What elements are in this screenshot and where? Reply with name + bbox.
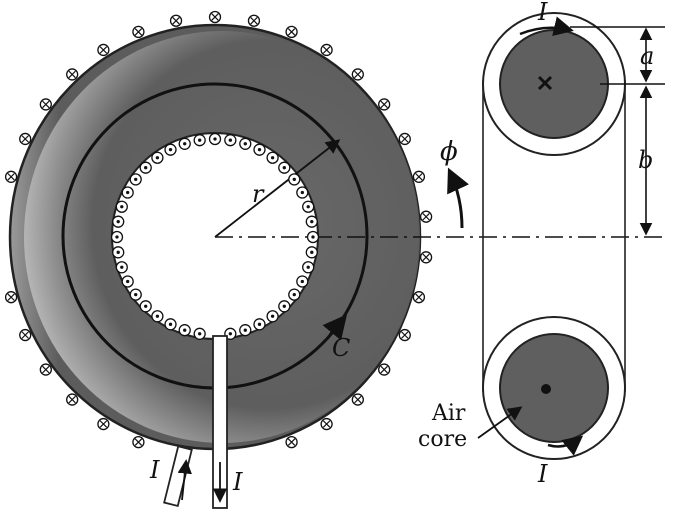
inner-winding-icon [139, 161, 152, 174]
flux-arrow-icon [447, 167, 469, 229]
outer-winding-icon [39, 363, 52, 376]
inner-winding-icon [129, 288, 142, 301]
lead-left-arrow-icon [177, 459, 192, 501]
inner-winding-icon [208, 132, 222, 146]
lead-wire-left [163, 445, 193, 508]
outer-winding-icon [132, 25, 145, 39]
outer-winding-icon [351, 393, 364, 406]
inner-winding-icon [151, 151, 164, 164]
top-core-section [499, 29, 609, 139]
inner-winding-icon [239, 324, 252, 337]
inner-winding-icon [178, 324, 191, 337]
bottom-current-arrow-icon [547, 435, 584, 456]
core-label: core [418, 427, 467, 452]
outer-winding-group [4, 10, 433, 449]
air-label: Air [431, 401, 466, 426]
outer-winding-icon [19, 132, 32, 146]
outer-winding-icon [419, 210, 433, 223]
outer-winding-icon [378, 98, 391, 111]
bottom-dot-marker-icon [541, 384, 551, 394]
outer-winding-icon [66, 393, 79, 406]
toroid-front-view: r ϕ C I I [4, 10, 665, 509]
inner-winding-icon [278, 300, 291, 313]
outer-winding-icon [66, 68, 79, 81]
bottom-core-section [499, 333, 609, 443]
inner-winding-icon [296, 275, 309, 288]
inner-winding-icon [110, 230, 124, 244]
inner-winding-icon [278, 161, 291, 174]
inner-winding-icon [115, 261, 128, 274]
toroid-cross-section: a b I I Air core [418, 0, 665, 488]
inner-winding-icon [178, 137, 191, 150]
outer-winding-icon [285, 25, 298, 39]
outer-winding-icon [285, 435, 298, 449]
inner-winding-icon [112, 215, 125, 228]
inner-winding-icon [239, 137, 252, 150]
contour-c-arrow-icon [322, 314, 348, 341]
dim-a-label: a [640, 42, 654, 70]
radius-label: r [252, 180, 265, 208]
outer-winding-icon [208, 10, 222, 24]
current-bottom-label: I [537, 460, 548, 488]
inner-winding-icon [121, 186, 134, 199]
radius-line [214, 139, 341, 238]
outer-winding-icon [97, 417, 110, 431]
inner-winding-icon [139, 300, 152, 313]
outer-winding-icon [132, 435, 145, 449]
outer-winding-icon [97, 43, 110, 57]
inner-winding-icon [305, 215, 318, 228]
inner-winding-icon [306, 230, 320, 244]
outer-winding-icon [412, 291, 426, 304]
inner-winding-icon [224, 134, 237, 147]
inner-winding-icon [164, 143, 177, 156]
outer-winding-icon [19, 328, 32, 342]
inner-winding-icon [302, 200, 315, 213]
inner-winding-icon [121, 275, 134, 288]
inner-winding-icon [112, 246, 125, 259]
top-current-arrow-icon [519, 16, 574, 36]
flux-label: ϕ [440, 137, 458, 167]
inner-winding-icon [151, 310, 164, 323]
contour-label: C [332, 334, 350, 362]
outer-winding-icon [39, 98, 52, 111]
inner-winding-icon [164, 318, 177, 331]
outer-winding-icon [378, 363, 391, 376]
inner-winding-icon [296, 186, 309, 199]
outer-winding-icon [320, 417, 333, 431]
outer-winding-icon [169, 14, 183, 27]
inner-winding-icon [193, 134, 206, 147]
current-lead-left-label: I [149, 456, 160, 484]
outer-winding-icon [398, 132, 411, 146]
inner-winding-icon [193, 327, 206, 340]
outer-winding-icon [412, 170, 426, 183]
outer-winding-icon [4, 170, 18, 183]
outer-winding-icon [320, 43, 333, 57]
outer-winding-icon [398, 328, 411, 342]
outer-winding-icon [351, 68, 364, 81]
current-top-label: I [537, 0, 548, 26]
current-lead-right-label: I [232, 468, 243, 496]
inner-winding-icon [253, 318, 266, 331]
outer-winding-icon [4, 291, 18, 304]
dim-b-label: b [638, 146, 653, 174]
inner-winding-icon [288, 173, 301, 186]
lead-wire-right [212, 335, 228, 509]
inner-winding-icon [266, 310, 279, 323]
inner-winding-icon [302, 261, 315, 274]
inner-winding-icon [305, 246, 318, 259]
inner-winding-icon [129, 173, 142, 186]
inner-winding-icon [115, 200, 128, 213]
outer-winding-icon [247, 14, 261, 27]
inner-winding-icon [288, 288, 301, 301]
air-core-pointer-icon [477, 406, 523, 439]
inner-winding-icon [266, 151, 279, 164]
inner-winding-icon [253, 143, 266, 156]
top-cross-marker-icon [537, 75, 553, 91]
outer-winding-icon [419, 251, 433, 264]
